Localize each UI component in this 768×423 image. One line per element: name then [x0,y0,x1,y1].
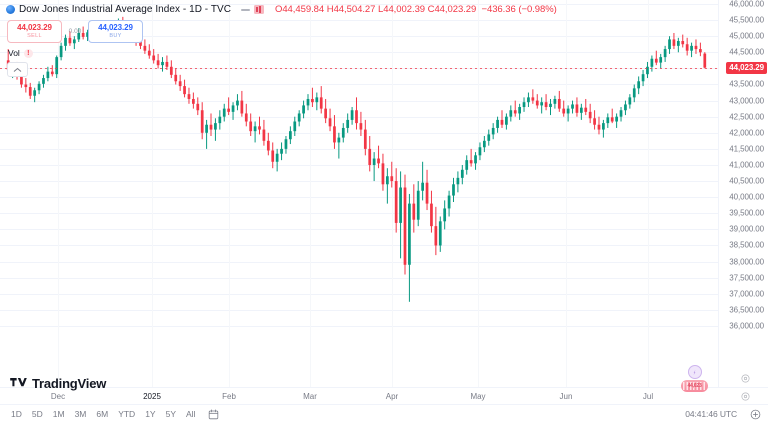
time-axis[interactable]: Dec 2025 Feb Mar Apr May Jun Jul [0,387,768,405]
buy-label: BUY [109,32,122,39]
rocket-icon[interactable] [687,365,702,379]
buy-button[interactable]: 44,023.29 BUY [88,20,143,43]
price-tick: 45,500.00 [729,15,764,25]
time-tick: Apr [385,392,399,401]
price-tick: 38,500.00 [729,240,764,250]
tradingview-logo-icon [10,377,27,386]
floating-promo-badge[interactable]: 44,023 [681,365,708,392]
tradingview-brand-text: TradingView [32,376,107,391]
sell-button[interactable]: 44,023.29 SELL [7,20,62,43]
price-tick: 36,000.00 [729,321,764,331]
collapse-pane-button[interactable] [7,62,28,77]
time-tick: Jul [642,392,654,401]
clock-display: 04:41:46 UTC [685,409,737,419]
timeframe-all[interactable]: All [186,408,196,419]
time-tick: 2025 [143,392,161,401]
add-panel-button[interactable] [749,408,762,421]
price-tick: 42,000.00 [729,128,764,138]
price-tick: 39,000.00 [729,224,764,234]
timeframe-6m[interactable]: 6M [96,408,109,419]
calendar-button[interactable] [206,408,221,421]
buy-sell-widget: 44,023.29 SELL 0.00 44,023.29 BUY [7,20,557,43]
sell-price: 44,023.29 [17,23,52,32]
time-tick: Feb [222,392,236,401]
price-tick: 42,500.00 [729,112,764,122]
time-tick: Dec [50,392,66,401]
buy-price: 44,023.29 [98,23,133,32]
current-price-badge[interactable]: 44,023.29 [726,61,767,74]
sell-label: SELL [27,32,42,39]
time-tick: Mar [303,392,317,401]
timeframe-1y[interactable]: 1Y [145,408,156,419]
price-tick: 40,500.00 [729,176,764,186]
candlestick-chart [0,4,719,327]
price-tick: 45,000.00 [729,31,764,41]
bottom-toolbar: 1D 5D 1M 3M 6M YTD 1Y 5Y All 04:41:46 UTC [0,404,768,423]
chart-plot-area[interactable] [0,0,719,387]
price-axis[interactable]: 46,000.00 45,500.00 45,000.00 44,500.00 44,0… [718,0,768,387]
price-tick: 39,500.00 [729,208,764,218]
price-tick: 38,000.00 [729,257,764,267]
price-tick: 41,500.00 [729,144,764,154]
tradingview-watermark: TradingView [10,376,106,391]
timeframe-3m[interactable]: 3M [74,408,87,419]
rocket-glyph-icon [693,369,696,375]
gear-icon[interactable] [740,391,751,402]
time-tick: Jun [559,392,573,401]
timeframe-ytd[interactable]: YTD [118,408,136,419]
price-tick: 46,000.00 [729,0,764,9]
timeframe-5d[interactable]: 5D [31,408,43,419]
price-tick: 43,500.00 [729,79,764,89]
price-tick: 40,000.00 [729,192,764,202]
price-tick: 44,500.00 [729,47,764,57]
chevron-up-icon [13,67,22,72]
timeframe-1d[interactable]: 1D [11,408,22,419]
timeframe-5y[interactable]: 5Y [165,408,176,419]
price-tick: 43,000.00 [729,96,764,106]
timeframe-1m[interactable]: 1M [52,408,65,419]
timeframe-selector[interactable]: 1D 5D 1M 3M 6M YTD 1Y 5Y All [6,408,200,421]
price-tick: 37,000.00 [729,289,764,299]
price-pill-badge[interactable]: 44,023 [681,380,708,392]
price-pill-text: 44,023 [687,383,702,389]
calendar-icon [209,409,219,419]
plus-circle-icon [750,409,761,419]
time-tick: May [470,392,486,401]
price-tick: 36,500.00 [729,305,764,315]
price-tick: 37,500.00 [729,273,764,283]
price-tick: 41,000.00 [729,160,764,170]
gear-icon[interactable] [740,373,751,384]
